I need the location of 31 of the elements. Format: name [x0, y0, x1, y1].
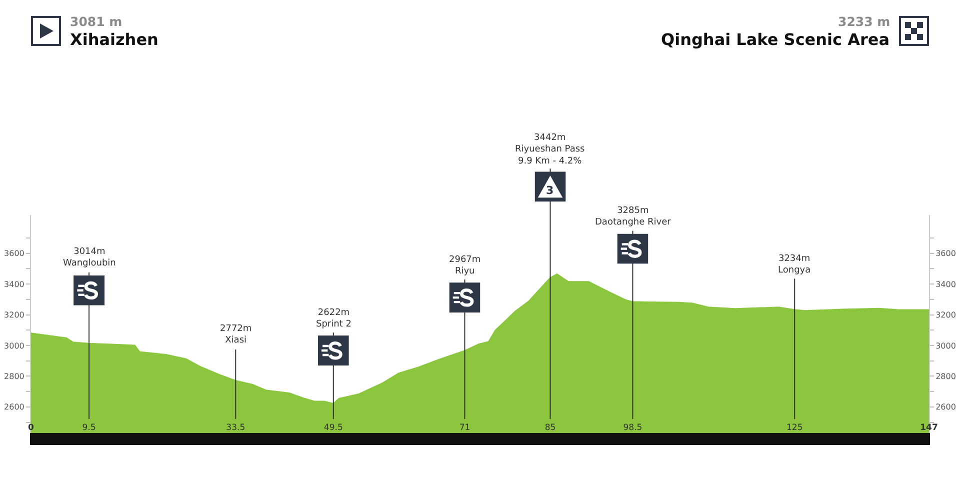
y2-tick-label: 3200 — [936, 310, 956, 320]
text: Qinghai Lake Scenic Area — [661, 30, 890, 49]
y2-tick-label: 3600 — [936, 249, 956, 258]
x-tick-label: 49.5 — [324, 423, 343, 433]
y-tick-label: 3400 — [4, 280, 24, 289]
ref-line-label: 3234m Longya — [778, 254, 811, 276]
ref-line-label: 3285m Daotanghe River — [595, 206, 672, 228]
ref-line-label: 3014m Wangloubin — [63, 247, 116, 269]
y-tick-label: 3600 — [4, 249, 24, 258]
y2-tick-label: 3000 — [936, 341, 956, 350]
text: 3 — [546, 184, 554, 197]
x-tick-label: 125 — [786, 423, 803, 433]
text: 3081 m — [70, 14, 122, 29]
text: Xihaizhen — [70, 30, 158, 49]
ref-line-label: 3442m Riyueshan Pass 9.9 Km - 4.2% — [515, 133, 586, 166]
y2-tick-label: 3400 — [936, 280, 956, 289]
x-tick-label: 9.5 — [82, 423, 96, 433]
x-tick-label: 33.5 — [226, 423, 246, 433]
y-tick-label: 2600 — [4, 402, 24, 412]
ref-line-label: 2622m Sprint 2 — [316, 308, 352, 330]
y-tick-label: 3200 — [4, 310, 24, 320]
text: 3233 m — [838, 14, 890, 29]
y2-tick-label: 2800 — [936, 372, 956, 381]
y-tick-label: 3000 — [4, 341, 24, 350]
ref-line-label: 2967m Riyu — [449, 255, 481, 277]
y-tick-label: 2800 — [4, 372, 24, 381]
y2-tick-label: 2600 — [936, 402, 956, 412]
x-tick-label: 71 — [459, 423, 470, 433]
ref-line-label: 2772m Xiasi — [220, 324, 252, 346]
x-tick-label: 85 — [544, 423, 556, 433]
x-tick-label: 98.5 — [623, 423, 642, 433]
